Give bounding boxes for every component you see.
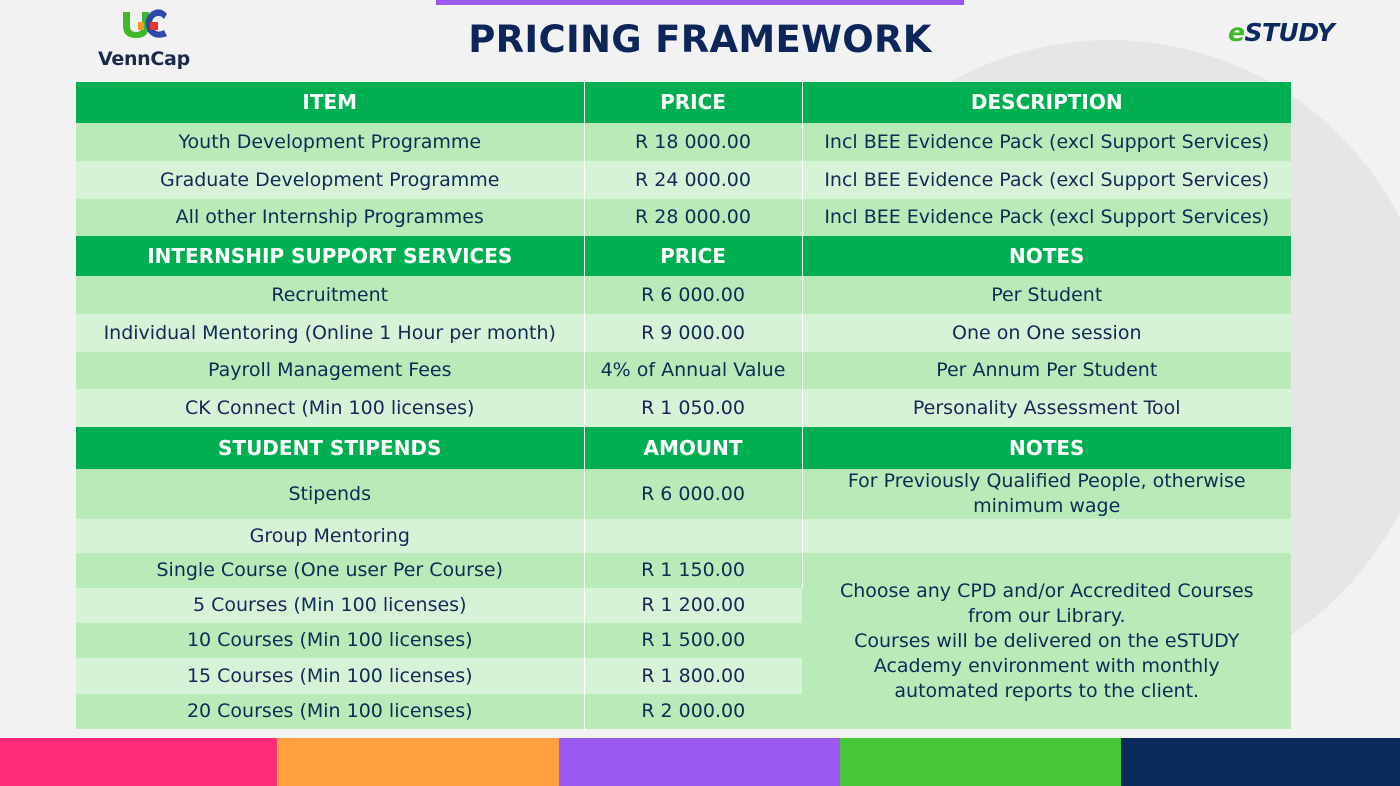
header-notes: NOTES: [802, 427, 1291, 469]
table-header-row: INTERNSHIP SUPPORT SERVICES PRICE NOTES: [76, 236, 1291, 276]
description-cell: Incl BEE Evidence Pack (excl Support Ser…: [802, 199, 1291, 236]
table-row: Recruitment R 6 000.00 Per Student: [76, 276, 1291, 314]
item-cell: Youth Development Programme: [76, 123, 585, 161]
header-support-services: INTERNSHIP SUPPORT SERVICES: [76, 236, 585, 276]
amount-cell: [584, 519, 803, 553]
note-line: from our Library.: [967, 604, 1126, 627]
bottom-bar-segment: [0, 738, 277, 786]
amount-cell: R 1 200.00: [584, 588, 802, 623]
header-notes: NOTES: [802, 236, 1291, 276]
venncap-logo: VennCap: [96, 8, 206, 70]
note-line: Courses will be delivered on the eSTUDY: [854, 629, 1240, 652]
estudy-logo: eSTUDY: [1228, 18, 1335, 47]
venncap-logo-text: VennCap: [98, 48, 190, 70]
amount-cell: R 1 500.00: [584, 623, 802, 658]
amount-cell: R 6 000.00: [584, 469, 803, 519]
page-title: PRICING FRAMEWORK: [468, 18, 932, 61]
note-line: Academy environment with monthly: [873, 654, 1220, 677]
amount-cell: R 2 000.00: [584, 694, 802, 729]
top-accent-bar: [436, 0, 964, 5]
item-cell: Graduate Development Programme: [76, 161, 585, 199]
item-cell: 10 Courses (Min 100 licenses): [76, 623, 585, 658]
table-row: Youth Development Programme R 18 000.00 …: [76, 123, 1291, 161]
description-cell: Incl BEE Evidence Pack (excl Support Ser…: [802, 161, 1291, 199]
price-cell: 4% of Annual Value: [584, 352, 803, 389]
item-cell: CK Connect (Min 100 licenses): [76, 389, 585, 427]
table-row: 20 Courses (Min 100 licenses) R 2 000.00: [76, 694, 1291, 729]
price-cell: R 6 000.00: [584, 276, 803, 314]
item-cell: 15 Courses (Min 100 licenses): [76, 658, 585, 694]
bottom-bar-segment: [277, 738, 559, 786]
bottom-bar-segment: [559, 738, 840, 786]
bottom-color-bar: [0, 738, 1400, 786]
note-cell: [802, 519, 1291, 553]
table-row: Stipends R 6 000.00 For Previously Quali…: [76, 469, 1291, 519]
note-cell: One on One session: [802, 314, 1291, 352]
table-row: Individual Mentoring (Online 1 Hour per …: [76, 314, 1291, 352]
item-cell: Recruitment: [76, 276, 585, 314]
bottom-bar-segment: [1121, 738, 1400, 786]
note-line: minimum wage: [973, 495, 1121, 517]
note-cell: For Previously Qualified People, otherwi…: [802, 469, 1291, 519]
note-cell: Per Annum Per Student: [802, 352, 1291, 389]
price-cell: R 24 000.00: [584, 161, 803, 199]
item-cell: Single Course (One user Per Course): [76, 553, 585, 588]
note-line: Choose any CPD and/or Accredited Courses: [839, 579, 1254, 602]
item-cell: Payroll Management Fees: [76, 352, 585, 389]
pricing-table: ITEM PRICE DESCRIPTION Youth Development…: [76, 82, 1291, 729]
price-cell: R 9 000.00: [584, 314, 803, 352]
table-row: Single Course (One user Per Course) R 1 …: [76, 553, 1291, 729]
note-cell: Personality Assessment Tool: [802, 389, 1291, 427]
venncap-logo-icon: [123, 9, 167, 38]
table-row: Group Mentoring: [76, 519, 1291, 553]
table-row: Graduate Development Programme R 24 000.…: [76, 161, 1291, 199]
table-header-row: ITEM PRICE DESCRIPTION: [76, 82, 1291, 123]
amount-cell: R 1 800.00: [584, 658, 802, 694]
item-cell: 5 Courses (Min 100 licenses): [76, 588, 585, 623]
note-line: automated reports to the client.: [894, 679, 1200, 702]
table-header-row: STUDENT STIPENDS AMOUNT NOTES: [76, 427, 1291, 469]
header-student-stipends: STUDENT STIPENDS: [76, 427, 585, 469]
table-row: 15 Courses (Min 100 licenses) R 1 800.00: [76, 658, 1291, 694]
header-amount: AMOUNT: [584, 427, 803, 469]
description-cell: Incl BEE Evidence Pack (excl Support Ser…: [802, 123, 1291, 161]
item-cell: Stipends: [76, 469, 585, 519]
estudy-logo-e: e: [1228, 18, 1245, 47]
note-line: For Previously Qualified People, otherwi…: [847, 470, 1246, 492]
item-cell: Group Mentoring: [76, 519, 585, 553]
table-row: All other Internship Programmes R 28 000…: [76, 199, 1291, 236]
courses-note-cell: Choose any CPD and/or Accredited Courses…: [802, 553, 1291, 729]
price-cell: R 18 000.00: [584, 123, 803, 161]
header-price: PRICE: [584, 82, 803, 123]
item-cell: All other Internship Programmes: [76, 199, 585, 236]
price-cell: R 1 050.00: [584, 389, 803, 427]
table-row: 5 Courses (Min 100 licenses) R 1 200.00: [76, 588, 1291, 623]
table-row: 10 Courses (Min 100 licenses) R 1 500.00: [76, 623, 1291, 658]
item-cell: Individual Mentoring (Online 1 Hour per …: [76, 314, 585, 352]
header-description: DESCRIPTION: [802, 82, 1291, 123]
estudy-logo-word: STUDY: [1244, 18, 1335, 47]
note-cell: Per Student: [802, 276, 1291, 314]
header-price: PRICE: [584, 236, 803, 276]
header-item: ITEM: [76, 82, 585, 123]
table-row: Payroll Management Fees 4% of Annual Val…: [76, 352, 1291, 389]
bottom-bar-segment: [840, 738, 1121, 786]
amount-cell: R 1 150.00: [584, 553, 803, 588]
price-cell: R 28 000.00: [584, 199, 803, 236]
table-row: CK Connect (Min 100 licenses) R 1 050.00…: [76, 389, 1291, 427]
item-cell: 20 Courses (Min 100 licenses): [76, 694, 585, 729]
